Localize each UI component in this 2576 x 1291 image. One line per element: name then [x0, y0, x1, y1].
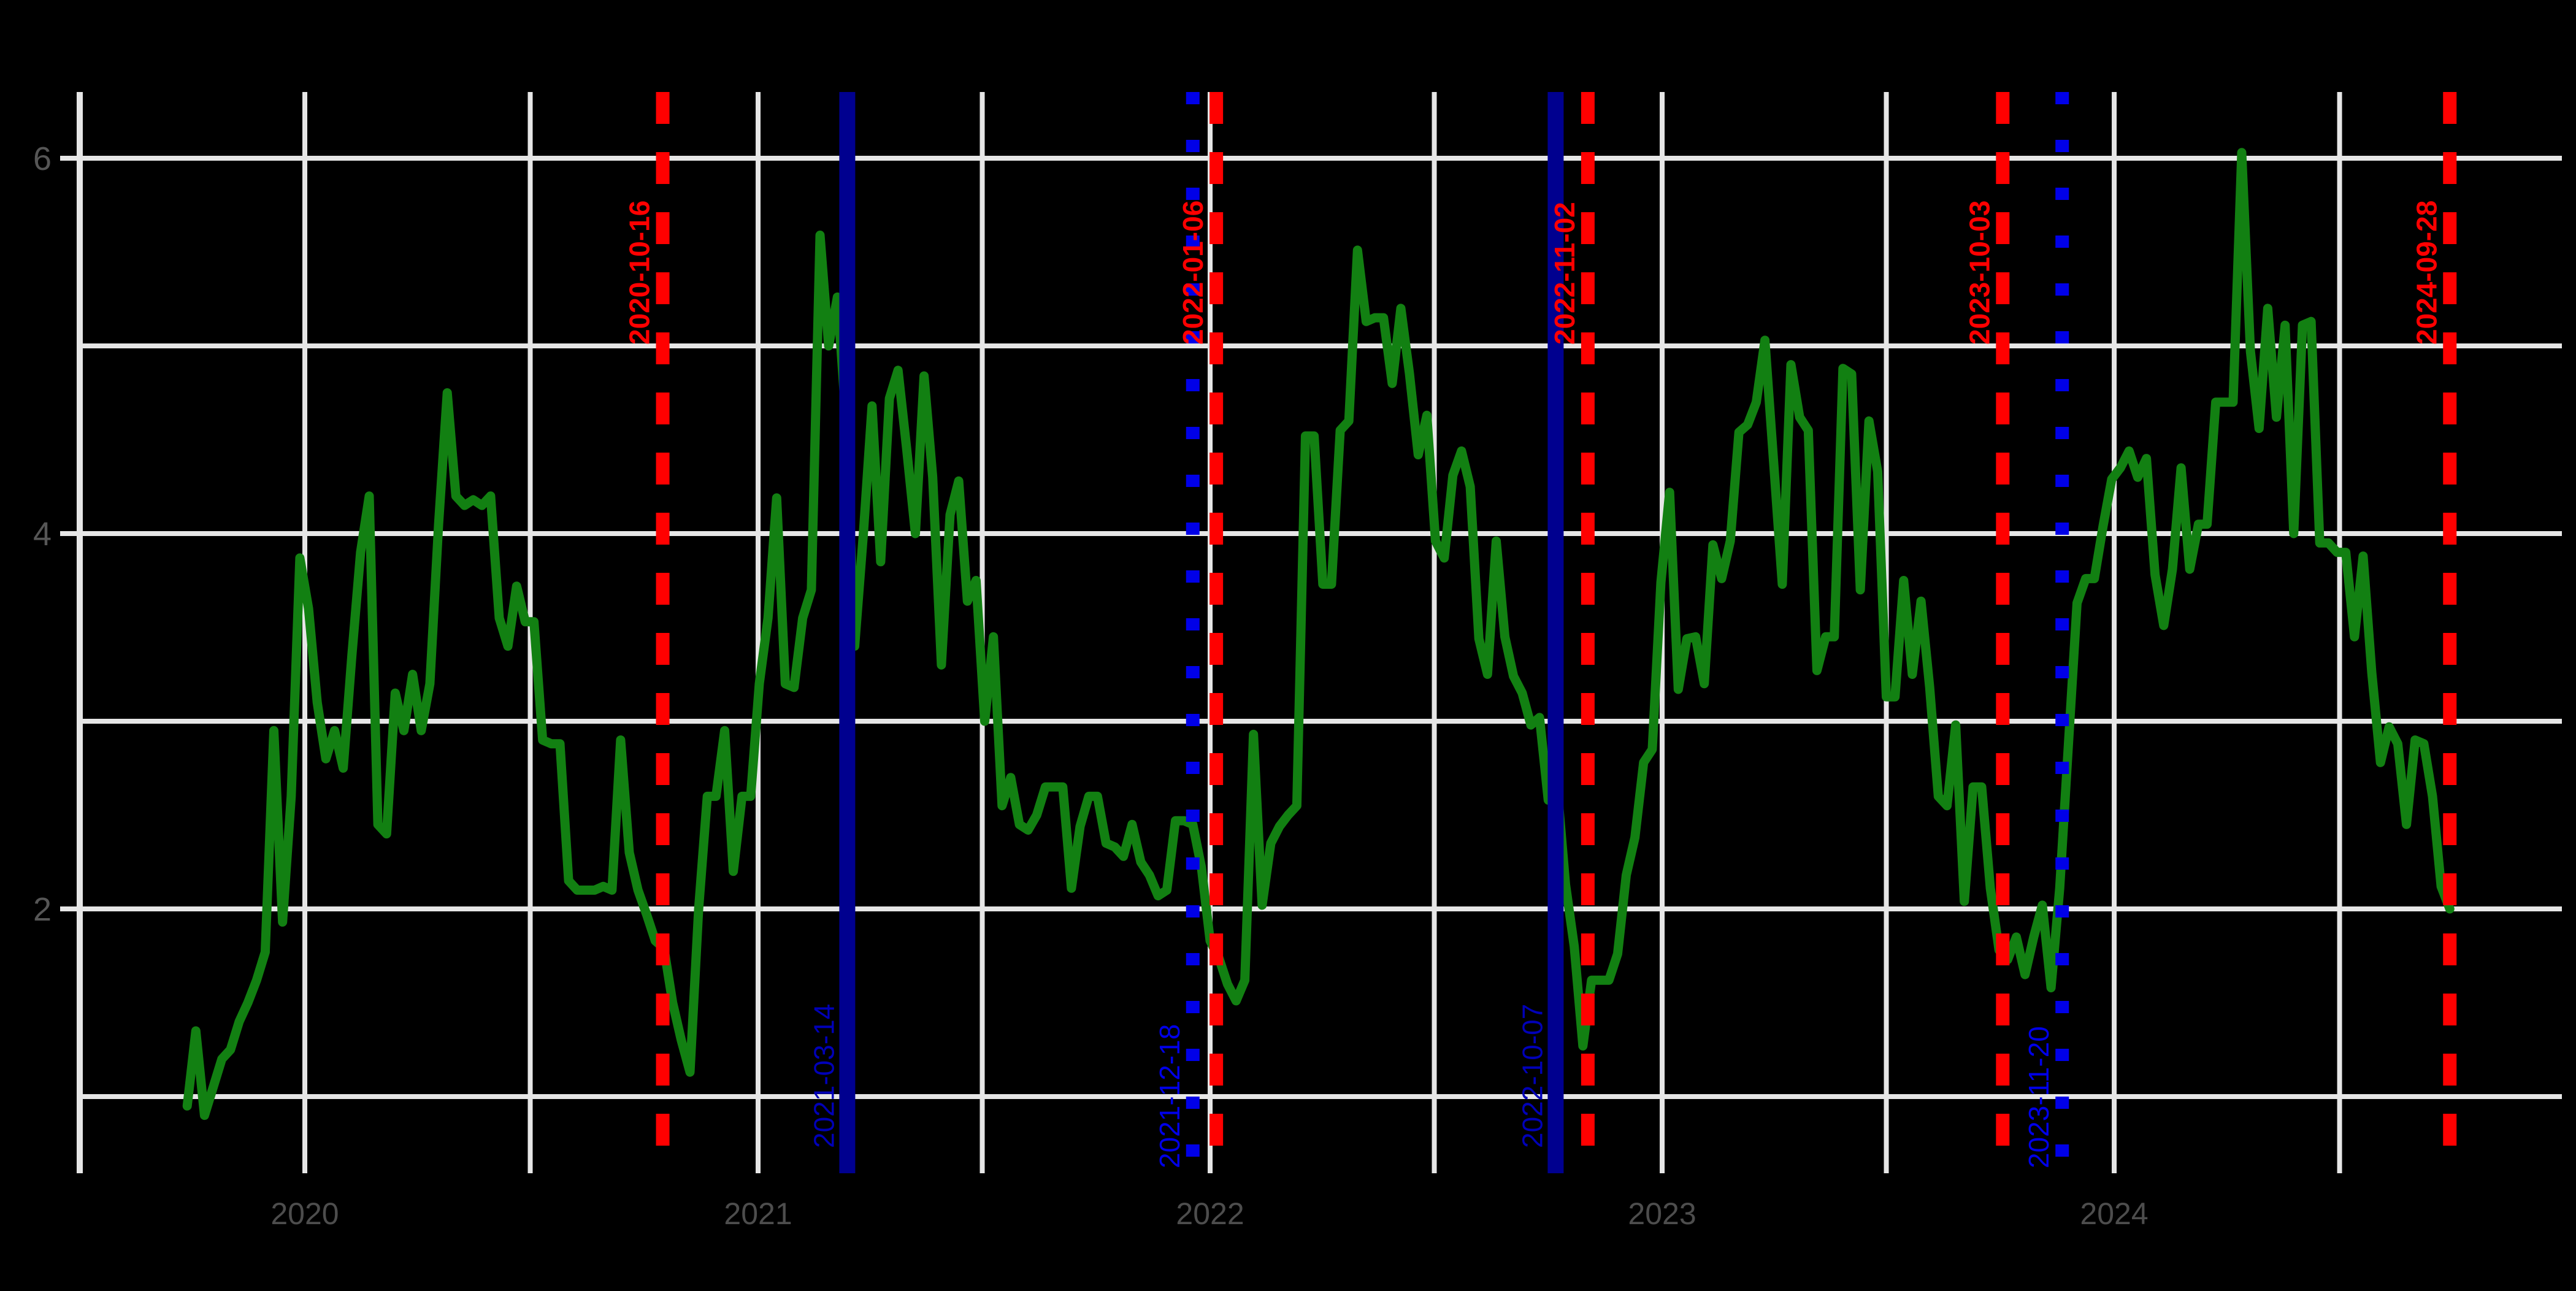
event-vline-label: 2020-10-16: [624, 201, 656, 345]
event-vline-label: 2021-12-18: [1154, 1024, 1186, 1168]
x-axis-tick-label: 2024: [2080, 1197, 2148, 1231]
series-line: [182, 148, 2455, 1121]
event-vline-label: 2023-11-20: [2023, 1026, 2055, 1168]
x-axis-tick-label: 2021: [724, 1197, 792, 1231]
x-axis-tick-label: 2022: [1176, 1197, 1244, 1231]
event-vline-label: 2023-10-03: [1963, 201, 1995, 345]
x-axis-tick-label: 2023: [1628, 1197, 1696, 1231]
event-vline-label: 2022-01-06: [1177, 201, 1209, 345]
y-axis-tick-label: 4: [33, 516, 52, 553]
event-vline-label: 2022-10-07: [1516, 1004, 1548, 1148]
event-vline-label: 2021-03-14: [808, 1004, 840, 1148]
event-vline-label: 2022-11-02: [1549, 202, 1581, 345]
y-axis-tick-label: 2: [33, 891, 52, 928]
y-axis-tick-label: 6: [33, 140, 52, 177]
x-axis-tick-label: 2020: [270, 1197, 339, 1231]
event-vline-label: 2024-09-28: [2410, 201, 2442, 345]
